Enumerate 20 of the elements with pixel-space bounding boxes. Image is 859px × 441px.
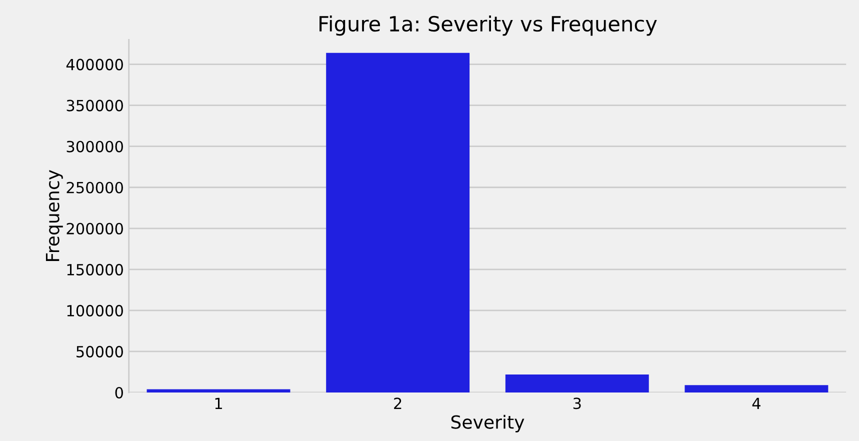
chart-title: Figure 1a: Severity vs Frequency bbox=[320, 16, 657, 36]
y-tick-label: 0 bbox=[115, 386, 123, 399]
bar bbox=[326, 52, 470, 392]
x-tick-label: 1 bbox=[215, 398, 222, 409]
x-axis-title: Severity bbox=[451, 414, 524, 432]
bar bbox=[684, 385, 828, 392]
y-tick-label: 100000 bbox=[67, 304, 123, 316]
y-tick-label: 350000 bbox=[66, 100, 123, 112]
x-tick-label: 3 bbox=[573, 398, 581, 410]
y-tick-label: 300000 bbox=[66, 140, 123, 152]
x-tick-label: 2 bbox=[394, 398, 402, 409]
y-tick-label: 400000 bbox=[66, 58, 123, 70]
bar bbox=[505, 374, 649, 392]
bar bbox=[146, 389, 290, 392]
y-tick-label: 150000 bbox=[67, 264, 123, 276]
y-axis-title: Frequency bbox=[46, 170, 63, 261]
y-tick-label: 200000 bbox=[66, 222, 123, 234]
x-tick-label: 4 bbox=[752, 398, 760, 409]
y-tick-label: 50000 bbox=[76, 346, 123, 358]
y-tick-label: 250000 bbox=[66, 182, 123, 194]
